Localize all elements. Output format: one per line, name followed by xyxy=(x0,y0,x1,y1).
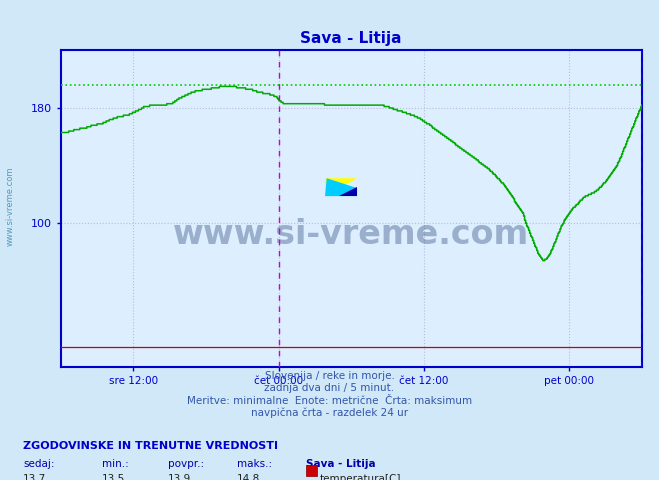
Text: min.:: min.: xyxy=(102,459,129,469)
Text: temperatura[C]: temperatura[C] xyxy=(320,474,401,480)
Text: 13,9: 13,9 xyxy=(168,474,191,480)
Text: sedaj:: sedaj: xyxy=(23,459,55,469)
Text: 14,8: 14,8 xyxy=(237,474,260,480)
Text: Meritve: minimalne  Enote: metrične  Črta: maksimum: Meritve: minimalne Enote: metrične Črta:… xyxy=(187,396,472,406)
Text: Sava - Litija: Sava - Litija xyxy=(306,459,376,469)
Text: maks.:: maks.: xyxy=(237,459,272,469)
Polygon shape xyxy=(339,187,357,196)
Text: povpr.:: povpr.: xyxy=(168,459,204,469)
Text: Slovenija / reke in morje.: Slovenija / reke in morje. xyxy=(264,371,395,381)
Polygon shape xyxy=(325,178,357,196)
Text: www.si-vreme.com: www.si-vreme.com xyxy=(173,217,529,251)
Text: www.si-vreme.com: www.si-vreme.com xyxy=(6,167,15,246)
Text: 13,7: 13,7 xyxy=(23,474,46,480)
Title: Sava - Litija: Sava - Litija xyxy=(301,32,402,47)
Polygon shape xyxy=(325,178,357,196)
Text: ZGODOVINSKE IN TRENUTNE VREDNOSTI: ZGODOVINSKE IN TRENUTNE VREDNOSTI xyxy=(23,441,278,451)
Text: navpična črta - razdelek 24 ur: navpična črta - razdelek 24 ur xyxy=(251,408,408,419)
Text: 13,5: 13,5 xyxy=(102,474,125,480)
Text: zadnja dva dni / 5 minut.: zadnja dva dni / 5 minut. xyxy=(264,383,395,393)
